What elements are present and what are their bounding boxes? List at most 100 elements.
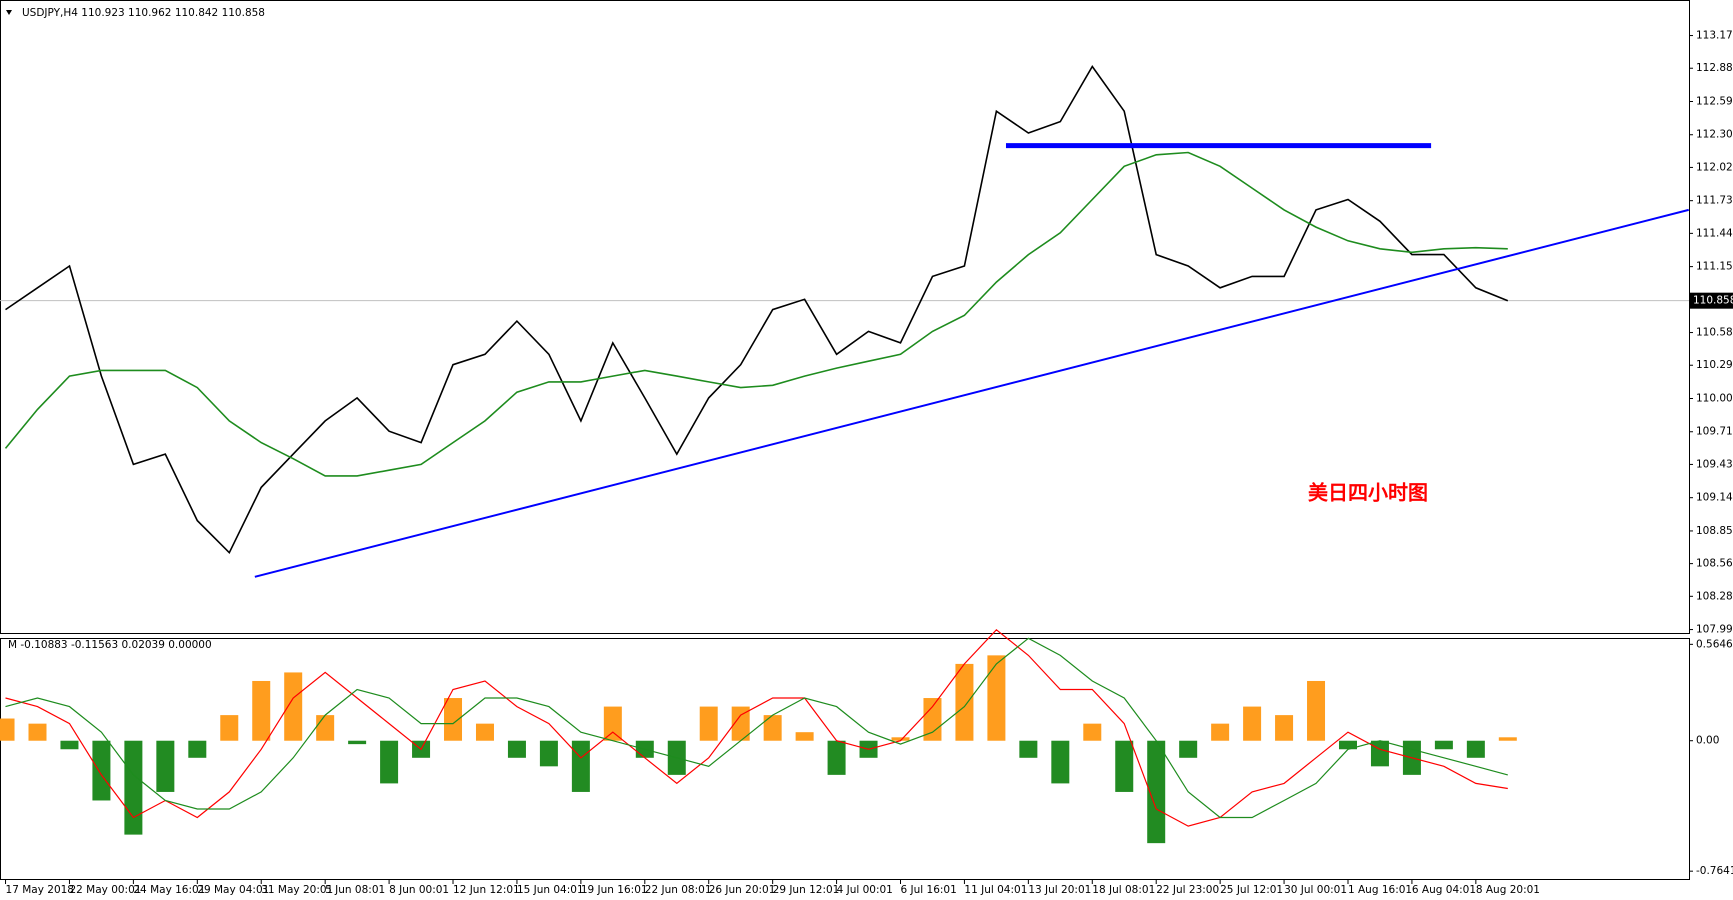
x-tick-label: 22 Jun 08:01 — [645, 884, 712, 896]
macd-bar — [1147, 740, 1166, 844]
macd-bar — [731, 706, 750, 741]
macd-bar — [1434, 740, 1453, 750]
trendline — [254, 208, 1689, 578]
y-tick-label: 112.305 — [1696, 129, 1733, 141]
x-tick-label: 12 Jun 12:01 — [453, 884, 520, 896]
macd-bar — [284, 672, 303, 741]
y-tick-label: 109.430 — [1696, 458, 1733, 470]
x-tick-label: 1 Aug 16:01 — [1348, 884, 1412, 896]
macd-bar — [571, 740, 590, 792]
macd-bar — [1370, 740, 1389, 767]
macd-bar — [987, 655, 1006, 741]
x-tick-label: 6 Jul 16:01 — [901, 884, 957, 896]
macd-bar — [348, 740, 367, 745]
macd-bar — [955, 663, 974, 741]
x-tick-label: 5 Jun 08:01 — [325, 884, 385, 896]
signal-line — [5, 637, 1508, 819]
macd-bar — [603, 706, 622, 741]
chart-title: USDJPY,H4 110.923 110.962 110.842 110.85… — [22, 7, 265, 19]
macd-bar — [1083, 723, 1102, 741]
macd-bar — [699, 706, 718, 741]
x-tick-label: 30 Jul 00:01 — [1284, 884, 1347, 896]
y-tick-label: 110.005 — [1696, 392, 1733, 404]
macd-bar — [1307, 680, 1326, 741]
price-panel — [0, 0, 1690, 634]
y-tick-label: 111.445 — [1696, 227, 1733, 239]
y-tick-label: 113.170 — [1696, 30, 1733, 42]
macd-bar — [380, 740, 399, 784]
macd-bar — [1243, 706, 1262, 741]
macd-bar — [28, 723, 47, 741]
macd-line — [5, 628, 1508, 827]
macd-bar — [1211, 723, 1230, 741]
macd-bar — [1338, 740, 1357, 750]
macd-bar — [0, 718, 15, 741]
x-tick-label: 19 Jun 16:01 — [581, 884, 648, 896]
x-tick-label: 29 May 04:01 — [197, 884, 269, 896]
macd-bar — [252, 680, 271, 741]
moving-average — [4, 151, 1508, 477]
x-tick-label: 11 Jul 04:01 — [964, 884, 1027, 896]
macd-title: M -0.10883 -0.11563 0.02039 0.00000 — [8, 639, 212, 651]
x-tick-label: 22 Jul 23:00 — [1156, 884, 1219, 896]
x-tick-label: 26 Jun 20:01 — [709, 884, 776, 896]
y-tick-label: 107.990 — [1696, 624, 1733, 636]
x-tick-label: 17 May 2018 — [6, 884, 74, 896]
y-tick-label: 108.850 — [1696, 525, 1733, 537]
x-tick-label: 31 May 20:01 — [261, 884, 333, 896]
price-line — [5, 65, 1509, 555]
macd-bar — [1115, 740, 1134, 792]
macd-bar — [156, 740, 175, 792]
y-tick-label: 108.565 — [1696, 558, 1733, 570]
macd-bar — [220, 715, 239, 741]
macd-bar — [124, 740, 143, 835]
y-tick-label: 110.580 — [1696, 327, 1733, 339]
macd-bar — [475, 723, 494, 741]
y-tick-label: 111.730 — [1696, 195, 1733, 207]
macd-bar — [763, 715, 782, 741]
macd-bar — [539, 740, 558, 767]
y-tick-label: 0.00 — [1696, 735, 1719, 747]
y-tick-label: 111.155 — [1696, 261, 1733, 273]
macd-bar — [891, 737, 910, 741]
macd-bar — [1275, 715, 1294, 741]
y-tick-label: 0.56465 — [1696, 638, 1733, 650]
x-tick-label: 13 Jul 20:01 — [1028, 884, 1091, 896]
x-tick-label: 8 Aug 20:01 — [1476, 884, 1540, 896]
macd-bar — [795, 732, 814, 741]
macd-bar — [1466, 740, 1485, 758]
macd-bar — [444, 698, 463, 741]
macd-bar — [188, 740, 207, 758]
macd-bar — [1179, 740, 1198, 758]
y-tick-label: -0.76414 — [1696, 865, 1733, 877]
y-tick-label: 112.595 — [1696, 95, 1733, 107]
macd-bar — [507, 740, 526, 758]
y-tick-label: 112.020 — [1696, 161, 1733, 173]
y-tick-label: 108.280 — [1696, 590, 1733, 602]
x-tick-label: 4 Jul 00:01 — [837, 884, 893, 896]
y-tick-label: 110.295 — [1696, 359, 1733, 371]
macd-bar — [1019, 740, 1038, 758]
y-tick-label: 109.140 — [1696, 492, 1733, 504]
macd-bar — [92, 740, 111, 801]
last-price-box — [1689, 292, 1733, 309]
x-tick-label: 22 May 00:01 — [69, 884, 141, 896]
macd-bar — [923, 698, 942, 741]
x-tick-label: 8 Jun 00:01 — [389, 884, 449, 896]
x-tick-label: 29 Jun 12:01 — [773, 884, 840, 896]
macd-bar — [60, 740, 79, 750]
macd-bar — [827, 740, 846, 775]
y-tick-label: 112.885 — [1696, 62, 1733, 74]
macd-bar — [316, 715, 335, 741]
x-tick-label: 18 Jul 08:01 — [1092, 884, 1155, 896]
y-tick-label: 109.715 — [1696, 426, 1733, 438]
macd-bar — [1051, 740, 1070, 784]
x-tick-label: 24 May 16:01 — [133, 884, 205, 896]
x-tick-label: 6 Aug 04:01 — [1412, 884, 1476, 896]
menu-arrow — [6, 10, 12, 15]
x-tick-label: 15 Jun 04:01 — [517, 884, 584, 896]
macd-bar — [1498, 737, 1517, 741]
annotation: 美日四小时图 — [1308, 481, 1428, 505]
x-tick-label: 25 Jul 12:01 — [1220, 884, 1283, 896]
